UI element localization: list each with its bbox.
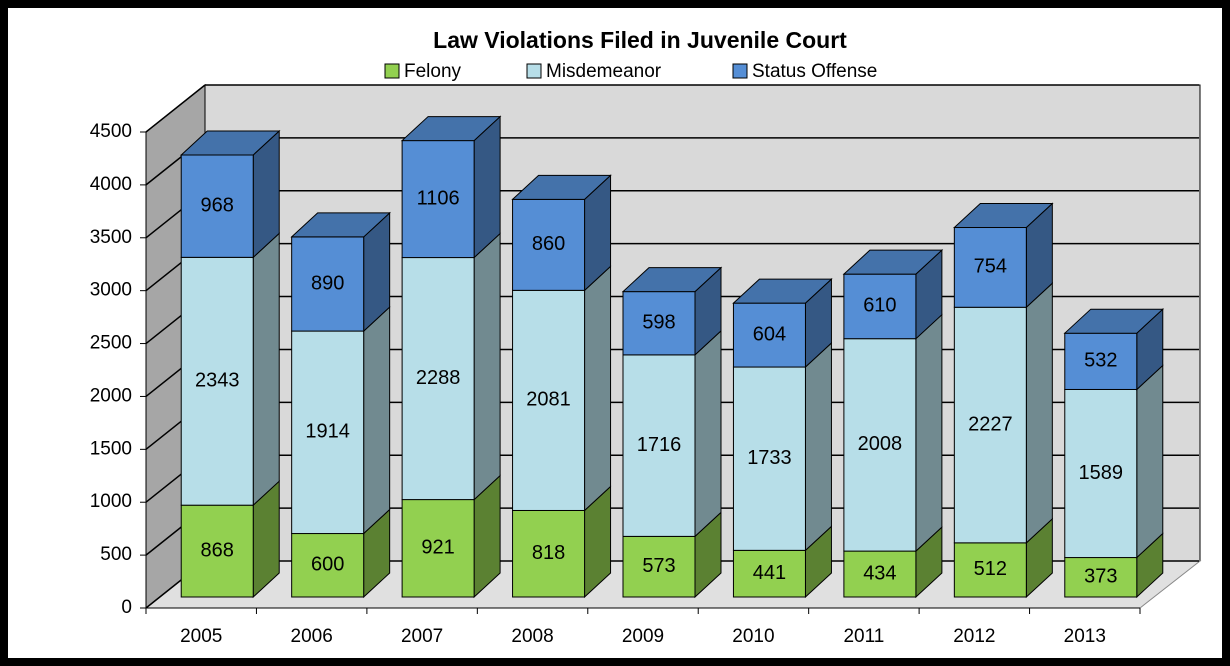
- x-tick-label: 2011: [843, 626, 884, 647]
- bar: [180, 504, 254, 598]
- y-tick-label: 3500: [90, 227, 132, 248]
- y-tick-label: 3000: [90, 280, 132, 301]
- y-tick-label: 2500: [90, 333, 132, 354]
- x-tick-label: 2007: [401, 626, 443, 647]
- bar: [291, 236, 365, 332]
- bar-top: [511, 174, 612, 200]
- data-label: 1716: [637, 434, 682, 456]
- x-tick-label: 2006: [291, 626, 333, 647]
- bar: [291, 533, 365, 598]
- legend-label: Misdemeanor: [546, 61, 662, 82]
- bar-side: [473, 115, 501, 259]
- bar: [953, 227, 1027, 308]
- data-label: 968: [201, 194, 234, 216]
- bar-top: [400, 116, 502, 142]
- data-label: 573: [642, 555, 675, 577]
- bar-side: [252, 232, 280, 507]
- x-tick-label: 2010: [732, 626, 774, 647]
- data-label: 890: [311, 272, 344, 294]
- grid-line: [145, 84, 206, 133]
- x-tick-label: 2013: [1064, 626, 1106, 647]
- bar: [291, 330, 365, 535]
- bar-side: [363, 305, 391, 535]
- bar-top: [842, 249, 944, 275]
- legend-swatch: [384, 63, 400, 79]
- bar-side: [1136, 364, 1164, 559]
- bar-side: [804, 341, 832, 552]
- bar-top: [290, 212, 391, 238]
- bar: [843, 273, 917, 340]
- data-label: 598: [642, 312, 675, 334]
- legend-swatch: [732, 63, 748, 79]
- data-label: 2227: [968, 413, 1013, 435]
- legend-swatch: [526, 63, 542, 79]
- legend-label: Felony: [404, 61, 462, 82]
- bar: [732, 302, 806, 368]
- bar-side: [1025, 282, 1053, 544]
- data-label: 818: [532, 542, 565, 564]
- bar-top: [953, 203, 1054, 229]
- data-label: 921: [421, 537, 454, 559]
- x-tick-label: 2012: [953, 626, 995, 647]
- bar: [953, 542, 1027, 598]
- bar: [512, 509, 586, 598]
- data-label: 754: [974, 256, 1007, 278]
- data-label: 2081: [526, 389, 571, 411]
- bar: [843, 550, 917, 598]
- data-label: 860: [532, 233, 565, 255]
- x-tick-label: 2009: [622, 626, 664, 647]
- bar: [622, 354, 696, 537]
- bar-top: [179, 130, 281, 156]
- y-tick-label: 1000: [90, 491, 132, 512]
- data-label: 1914: [305, 421, 350, 443]
- bar-side: [584, 265, 612, 512]
- bar: [401, 140, 475, 259]
- x-tick-label: 2005: [180, 626, 222, 647]
- data-label: 1106: [417, 187, 460, 209]
- data-label: 610: [863, 295, 896, 317]
- legend-label: Status Offense: [752, 61, 877, 82]
- chart-title: Law Violations Filed in Juvenile Court: [433, 27, 847, 53]
- bar: [953, 306, 1027, 544]
- bar: [732, 366, 806, 551]
- bar: [401, 499, 475, 598]
- data-label: 600: [311, 554, 344, 576]
- data-label: 2008: [858, 433, 903, 455]
- data-label: 532: [1084, 350, 1117, 372]
- bar: [622, 291, 696, 356]
- data-label: 512: [974, 558, 1007, 580]
- x-tick-label: 2008: [511, 626, 553, 647]
- data-label: 434: [863, 562, 896, 584]
- data-label: 373: [1084, 566, 1117, 588]
- data-label: 2343: [195, 370, 240, 392]
- y-tick-label: 1500: [90, 438, 132, 459]
- y-tick-label: 2000: [90, 385, 132, 406]
- data-label: 868: [201, 539, 234, 561]
- bar: [512, 289, 586, 511]
- y-tick-label: 500: [100, 544, 132, 565]
- y-tick-label: 4500: [90, 121, 132, 142]
- bar: [180, 154, 254, 258]
- bar-side: [473, 232, 501, 501]
- bar-top: [732, 278, 833, 304]
- data-label: 2288: [416, 367, 461, 389]
- bar: [1064, 557, 1138, 598]
- bar-side: [694, 329, 722, 538]
- data-label: 441: [753, 562, 786, 584]
- bar: [401, 257, 475, 501]
- bar-top: [621, 267, 723, 293]
- y-tick-label: 0: [121, 597, 132, 618]
- y-tick-label: 4000: [90, 174, 132, 195]
- bar: [843, 338, 917, 552]
- bar: [732, 549, 806, 598]
- bar: [180, 256, 254, 506]
- data-label: 604: [753, 323, 786, 345]
- bar-side: [915, 313, 943, 553]
- data-label: 1733: [747, 447, 792, 469]
- bar: [1064, 332, 1138, 390]
- data-label: 1589: [1079, 462, 1124, 484]
- bar-top: [1063, 308, 1165, 334]
